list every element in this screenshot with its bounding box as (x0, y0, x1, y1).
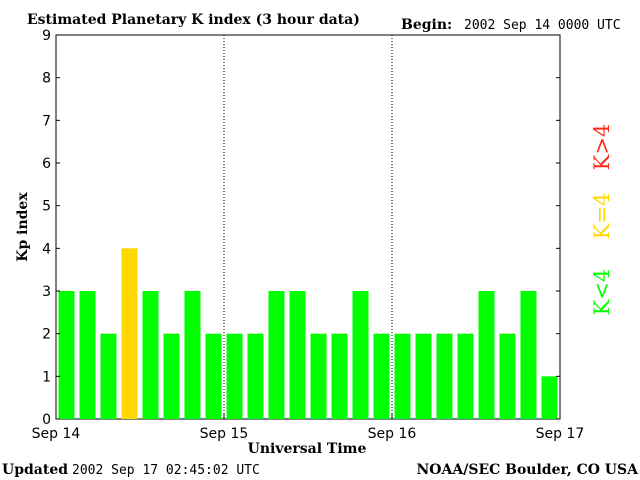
x-tick-label: Sep 17 (536, 426, 585, 442)
y-tick-label: 7 (42, 113, 51, 129)
kp-bar (142, 291, 159, 419)
kp-bar (478, 291, 495, 419)
x-tick-label: Sep 14 (32, 426, 81, 442)
chart-title: Estimated Planetary K index (3 hour data… (27, 12, 360, 28)
credit: NOAA/SEC Boulder, CO USA (417, 462, 640, 478)
legend-k-above-4: K>4 (590, 124, 614, 171)
kp-bar (163, 333, 180, 419)
kp-bar (499, 333, 516, 419)
kp-bar (205, 333, 222, 419)
plot-frame (55, 34, 561, 420)
updated-label: Updated (2, 462, 68, 478)
day-separators (223, 35, 393, 419)
y-tick-label: 3 (42, 284, 51, 300)
begin-value: 2002 Sep 14 0000 UTC (464, 18, 621, 33)
updated-value: 2002 Sep 17 02:45:02 UTC (72, 463, 260, 478)
x-axis-title: Universal Time (248, 441, 367, 457)
x-tick-label: Sep 16 (368, 426, 417, 442)
y-tick-label: 2 (42, 327, 51, 343)
y-tick-label: 1 (42, 369, 51, 385)
y-tick-label: 8 (42, 71, 51, 87)
y-axis: 0 1 2 3 4 5 6 7 8 9 (42, 28, 560, 428)
kp-bar (247, 333, 264, 419)
kp-bar (541, 376, 558, 419)
kp-bar (352, 291, 369, 419)
kp-bar (394, 333, 411, 419)
legend-k-equal-4: K=4 (590, 193, 614, 240)
kp-bar (436, 333, 453, 419)
y-axis-title: Kp index (15, 192, 31, 262)
y-tick-label: 9 (42, 28, 51, 44)
kp-bar (184, 291, 201, 419)
kp-bar (289, 291, 306, 419)
y-tick-label: 5 (42, 199, 51, 215)
kp-bar (100, 333, 117, 419)
kp-bar (121, 248, 138, 419)
kp-bar (310, 333, 327, 419)
x-tick-label: Sep 15 (200, 426, 249, 442)
kp-bar (415, 333, 432, 419)
kp-bar (331, 333, 348, 419)
begin-label: Begin: (401, 17, 452, 33)
kp-bar (457, 333, 474, 419)
kp-bar (268, 291, 285, 419)
kp-bar (79, 291, 96, 419)
kp-bar (373, 333, 390, 419)
kp-bar (58, 291, 75, 419)
y-tick-label: 6 (42, 156, 51, 172)
y-tick-label: 4 (42, 241, 51, 257)
y-tick-label: 0 (42, 412, 51, 428)
bars-group (58, 248, 558, 419)
kp-bar (520, 291, 537, 419)
x-axis: Sep 14 Sep 15 Sep 16 Sep 17 (32, 413, 585, 442)
kp-bar (226, 333, 243, 419)
legend-k-below-4: K<4 (590, 269, 614, 316)
